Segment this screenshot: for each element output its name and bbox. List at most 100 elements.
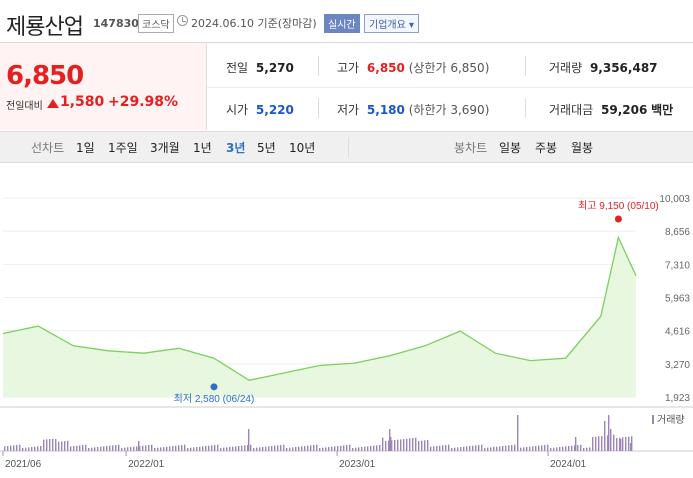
period-5y[interactable]: 5년 xyxy=(257,141,276,155)
volume-bar xyxy=(346,445,348,451)
volume-bar xyxy=(319,448,321,451)
volume-bar xyxy=(499,446,501,451)
volume-bar xyxy=(109,445,111,451)
volume-bar xyxy=(571,445,573,451)
volume-bar xyxy=(583,448,585,451)
volume-bar xyxy=(160,447,162,451)
y-tick-label: 4,616 xyxy=(665,327,690,338)
volume-bar xyxy=(199,446,201,451)
period-10y[interactable]: 10년 xyxy=(289,141,316,155)
volume-bar xyxy=(412,438,414,451)
volume-bar xyxy=(208,445,210,451)
volume-bar xyxy=(28,447,30,451)
volume-bar xyxy=(625,437,627,451)
volume-bar xyxy=(256,447,258,451)
candle-weekly[interactable]: 주봉 xyxy=(535,141,558,155)
volume-bar xyxy=(248,429,250,451)
volume-bar xyxy=(481,444,483,451)
period-1y[interactable]: 1년 xyxy=(193,141,212,155)
volume-bar xyxy=(400,439,402,451)
volume-bar xyxy=(196,447,198,451)
volume-bar xyxy=(598,436,600,451)
volume-bar xyxy=(538,445,540,451)
volume-bar xyxy=(138,441,140,451)
stock-header: 제룡산업 147830 코스닥 2024.06.10 기준(장마감) 실시간 기… xyxy=(0,0,693,43)
volume-bar xyxy=(328,447,330,451)
volume-bar xyxy=(496,446,498,451)
volume-bar xyxy=(271,446,273,451)
volume-bar xyxy=(127,447,129,451)
volume-bar xyxy=(340,445,342,451)
volume-bar xyxy=(526,447,528,451)
date-text: 2024.06.10 기준(장마감) xyxy=(191,17,317,30)
volume-bar xyxy=(334,446,336,451)
volume-bar xyxy=(388,440,390,451)
period-3y[interactable]: 3년 xyxy=(226,141,246,155)
volume-bar xyxy=(316,444,318,451)
volume-bar xyxy=(523,447,525,451)
volume-bar xyxy=(268,446,270,451)
realtime-button[interactable]: 실시간 xyxy=(324,14,360,33)
volume-bar xyxy=(211,445,213,451)
volume-bar xyxy=(463,446,465,451)
volume-bar xyxy=(622,437,624,451)
volume-bar xyxy=(46,439,48,451)
volume-bar xyxy=(580,444,582,451)
candle-daily[interactable]: 일봉 xyxy=(499,141,522,155)
candle-chart-label: 봉차트 xyxy=(454,141,488,155)
volume-bar xyxy=(601,436,603,451)
stat-label: 거래량 xyxy=(549,61,583,75)
volume-bar xyxy=(226,447,228,451)
volume-bar xyxy=(355,447,357,451)
volume-bar xyxy=(223,447,225,451)
company-info-dropdown[interactable]: 기업개요 ▾ xyxy=(364,14,419,33)
lower-limit: (하한가 3,690) xyxy=(408,103,490,117)
stats-separator xyxy=(318,56,319,76)
y-tick-label: 5,963 xyxy=(665,294,690,305)
candle-monthly[interactable]: 월봉 xyxy=(571,141,594,155)
volume-bar xyxy=(244,445,246,451)
volume-bar xyxy=(607,435,609,451)
volume-bar xyxy=(325,447,327,451)
volume-legend-swatch xyxy=(652,415,654,424)
volume-bar xyxy=(85,444,87,451)
volume-bar xyxy=(283,444,285,451)
volume-bar xyxy=(628,436,630,451)
volume-bar xyxy=(511,445,513,451)
volume-bar xyxy=(610,429,612,451)
x-tick-label: 2023/01 xyxy=(339,459,376,470)
y-tick-label: 3,270 xyxy=(665,360,690,371)
volume-bar xyxy=(409,438,411,451)
volume-bar xyxy=(298,446,300,451)
volume-bar xyxy=(631,436,633,451)
stat-open: 시가 5,220 xyxy=(226,101,294,118)
stat-volume: 거래량 9,356,487 xyxy=(549,59,658,76)
period-3m[interactable]: 3개월 xyxy=(150,141,180,155)
volume-bar xyxy=(67,440,69,451)
stats-divider xyxy=(207,87,693,88)
volume-bar xyxy=(568,446,570,451)
period-1w[interactable]: 1주일 xyxy=(108,141,138,155)
volume-bar xyxy=(55,439,57,451)
volume-bar xyxy=(550,448,552,451)
volume-bar xyxy=(487,447,489,451)
volume-bar xyxy=(397,439,399,451)
stat-unit: 백만 xyxy=(651,103,674,117)
volume-bar xyxy=(124,447,126,451)
volume-bar xyxy=(43,439,45,451)
max-label: 최고 9,150 (05/10) xyxy=(578,200,659,212)
volume-bar xyxy=(229,447,231,451)
volume-bar xyxy=(31,447,33,451)
volume-bar xyxy=(595,436,597,451)
volume-bar xyxy=(469,446,471,451)
volume-bar xyxy=(364,446,366,451)
volume-bar xyxy=(166,446,168,451)
volume-bar xyxy=(451,448,453,451)
volume-bar xyxy=(70,446,72,451)
volume-bar xyxy=(262,447,264,451)
volume-bar xyxy=(484,448,486,451)
period-1d[interactable]: 1일 xyxy=(76,141,95,155)
stats-separator xyxy=(525,98,526,118)
price-summary: 6,850 전일대비 1,580 +29.98% xyxy=(0,43,207,130)
volume-bar xyxy=(37,446,39,451)
